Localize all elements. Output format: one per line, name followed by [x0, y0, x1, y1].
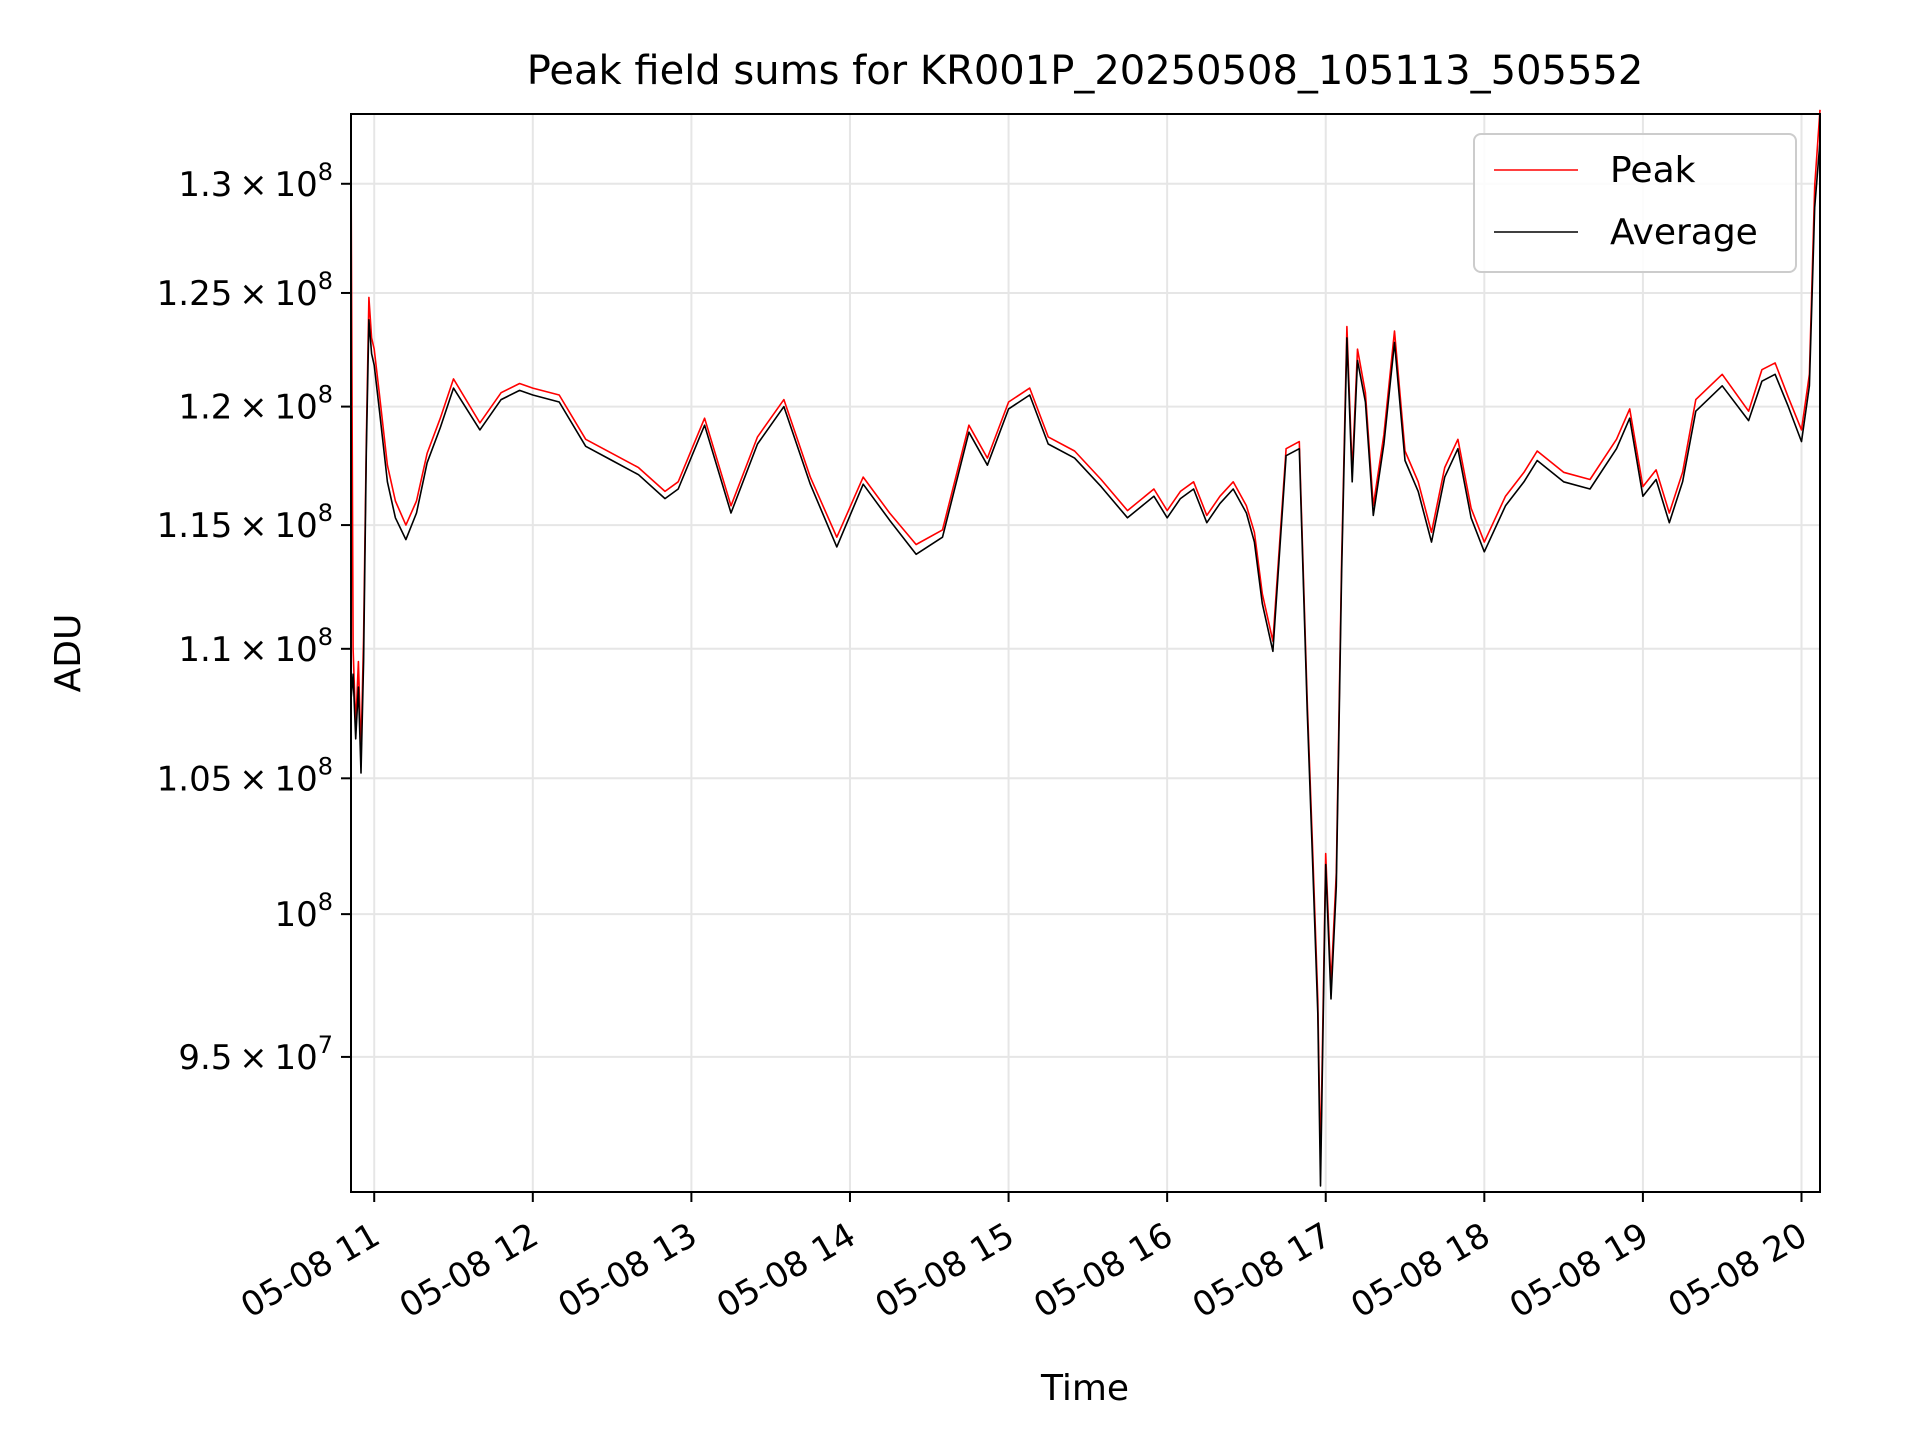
legend-label-average: Average [1610, 212, 1758, 253]
y-tick-label: 9.5 × 107 [178, 1031, 333, 1078]
x-axis-label: Time [1040, 1368, 1129, 1409]
plot-frame [350, 113, 1821, 1193]
y-axis-label: ADU [48, 614, 89, 693]
grid [351, 114, 1820, 1192]
series-line-average [350, 141, 1821, 1187]
legend-label-peak: Peak [1610, 150, 1696, 191]
legend-box [1473, 133, 1797, 273]
y-tick-label: 1.05 × 108 [157, 752, 333, 799]
y-tick-label: 1.3 × 108 [178, 158, 333, 205]
y-tick-label: 1.1 × 108 [178, 623, 333, 670]
series-line-peak [350, 109, 1821, 1163]
y-tick-label: 1.25 × 108 [157, 267, 333, 314]
series-lines [350, 109, 1821, 1187]
legend: Peak Average [1473, 133, 1797, 273]
y-tick-label: 108 [274, 888, 333, 935]
y-tick-label: 1.2 × 108 [178, 381, 333, 428]
y-axis: 9.5 × 107 108 1.05 × 108 1.1 × 108 1.15 × 10… [157, 158, 351, 1078]
y-tick-label: 1.15 × 108 [157, 499, 333, 546]
chart-title: Peak field sums for KR001P_20250508_1051… [527, 48, 1644, 94]
